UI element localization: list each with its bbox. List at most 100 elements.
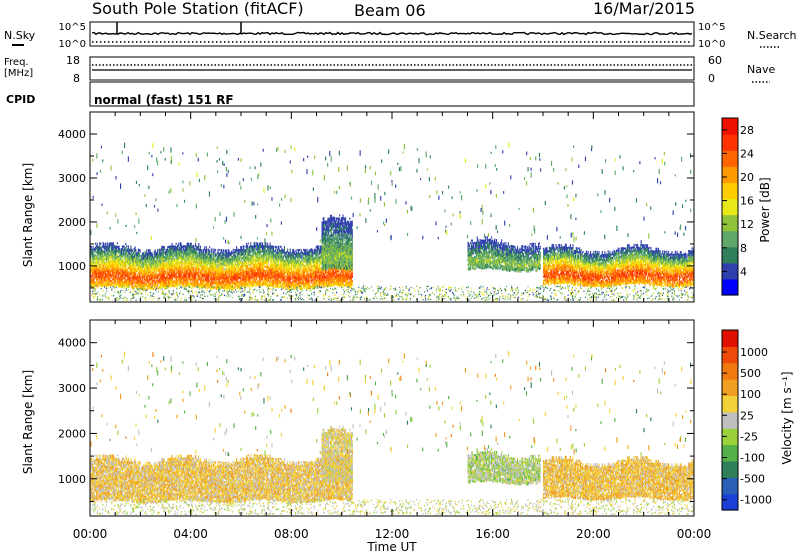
power-cell <box>178 253 181 256</box>
power-cell <box>267 259 269 262</box>
power-cell <box>129 275 131 278</box>
power-cell <box>135 273 137 276</box>
power-cell <box>126 268 129 271</box>
power-cell <box>92 283 94 286</box>
power-cell <box>162 267 164 270</box>
power-cell <box>171 282 173 285</box>
power-cell <box>115 257 117 260</box>
power-cell <box>215 278 217 281</box>
power-cell <box>178 276 181 279</box>
power-cell <box>107 267 109 269</box>
power-cell <box>205 264 207 266</box>
power-cell <box>142 264 144 267</box>
power-cell <box>99 272 101 275</box>
power-cell <box>193 284 195 287</box>
power-cell <box>104 271 106 274</box>
power-cell <box>191 269 193 272</box>
power-cell <box>142 260 144 263</box>
power-cell <box>168 263 171 266</box>
power-cell <box>92 263 94 266</box>
power-cell <box>167 258 169 261</box>
power-cell <box>215 261 217 264</box>
power-cell <box>91 255 93 257</box>
power-cell <box>142 270 145 272</box>
power-cell <box>208 278 210 281</box>
power-cell <box>195 273 197 276</box>
power-cell <box>111 284 113 287</box>
power-cell <box>150 278 152 281</box>
power-cell <box>151 275 153 278</box>
power-cell <box>209 246 211 249</box>
power-cell <box>157 258 159 261</box>
power-cell <box>146 272 148 275</box>
power-cell <box>168 275 171 278</box>
power-cell <box>166 258 168 261</box>
power-cell <box>90 263 92 266</box>
power-cell <box>158 254 160 257</box>
power-cell <box>193 253 195 255</box>
power-cell <box>175 246 177 249</box>
power-cell <box>211 269 213 272</box>
power-cell <box>160 274 162 277</box>
power-cell <box>205 250 207 253</box>
power-cell <box>179 255 181 258</box>
power-cell <box>147 265 150 268</box>
power-cell <box>180 278 182 281</box>
power-cell <box>133 256 135 259</box>
power-cell <box>147 253 150 256</box>
power-cell <box>123 267 125 270</box>
power-cell <box>105 263 108 266</box>
power-cell <box>188 262 190 265</box>
power-cell <box>148 261 150 264</box>
power-cell <box>153 252 155 255</box>
power-cell <box>99 278 101 280</box>
power-cell <box>116 258 118 260</box>
power-cell <box>124 258 126 261</box>
power-cell <box>111 248 113 251</box>
power-cell <box>281 253 283 256</box>
power-cell <box>167 266 169 268</box>
power-cell <box>217 262 219 265</box>
power-cell <box>161 275 163 278</box>
power-cell <box>209 283 211 286</box>
power-cell <box>199 258 201 261</box>
power-cell <box>90 251 92 254</box>
power-cell <box>95 266 97 269</box>
power-cell <box>95 270 97 273</box>
power-cell <box>103 272 105 275</box>
power-cell <box>129 249 131 252</box>
power-cell <box>197 281 199 284</box>
power-cell <box>175 282 177 285</box>
power-cell <box>197 254 199 257</box>
power-cell <box>108 280 110 283</box>
power-cell <box>106 284 108 286</box>
power-cell <box>139 280 141 283</box>
power-cell <box>116 249 118 252</box>
power-cell <box>178 270 180 273</box>
power-cell <box>247 262 249 265</box>
power-cell <box>190 270 192 273</box>
power-cell <box>141 262 143 265</box>
power-cell <box>210 248 212 251</box>
power-cell <box>140 274 142 277</box>
power-cell <box>172 274 174 277</box>
power-cell <box>131 273 134 276</box>
power-cell <box>163 252 165 255</box>
power-cell <box>169 261 171 263</box>
power-cell <box>189 276 191 279</box>
power-cell <box>207 256 209 259</box>
power-cell <box>91 262 93 265</box>
power-cell <box>190 278 192 281</box>
power-cell <box>140 272 142 275</box>
power-cell <box>189 284 191 287</box>
power-cell <box>199 253 202 256</box>
power-cell <box>103 245 105 247</box>
power-cell <box>115 249 117 252</box>
power-cell <box>162 275 164 278</box>
nsky-panel <box>89 21 695 47</box>
power-cell <box>142 287 145 290</box>
power-cell <box>92 267 94 270</box>
power-cell <box>194 281 196 284</box>
power-cell <box>106 272 108 275</box>
power-cell <box>126 250 129 253</box>
